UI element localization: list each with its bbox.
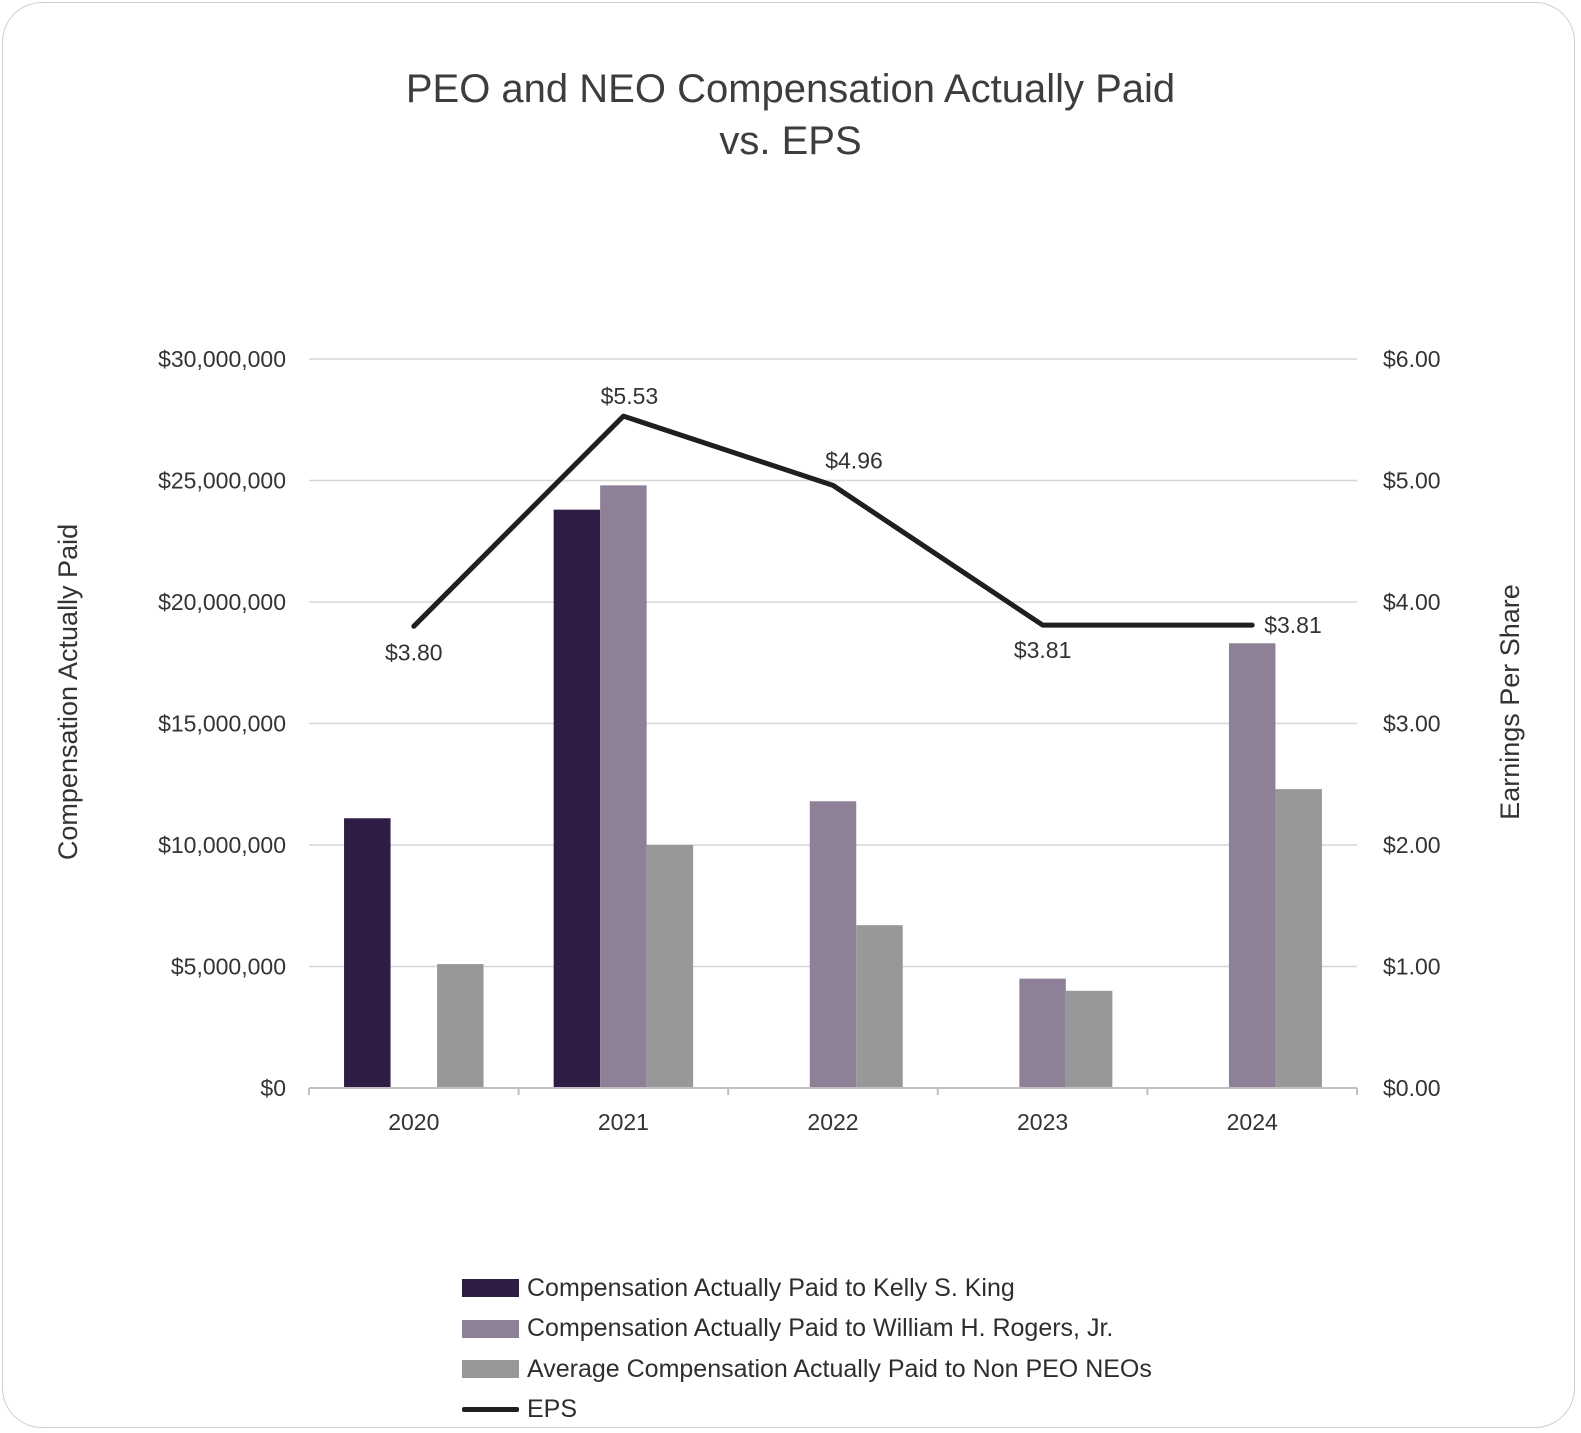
bars — [344, 485, 1322, 1088]
y-tick-label: $5,000,000 — [171, 954, 286, 980]
x-tick-label: 2020 — [388, 1109, 439, 1135]
legend-item-eps: EPS — [462, 1390, 1152, 1431]
y-tick-label: $30,000,000 — [158, 346, 286, 372]
y-tick-label: $25,000,000 — [158, 468, 286, 494]
eps-data-label: $3.80 — [385, 639, 443, 665]
legend-item-rogers: Compensation Actually Paid to William H.… — [462, 1309, 1152, 1350]
chart-plot: $0 $0.00 $5,000,000 $1.00 $10,000,000 $2.00 $1… — [53, 346, 1525, 1135]
y-tick-label: $20,000,000 — [158, 589, 286, 615]
legend-swatch-king — [462, 1279, 519, 1298]
y-tick-label: $15,000,000 — [158, 711, 286, 737]
y2-axis-title: Earnings Per Share — [1495, 584, 1525, 820]
y2-tick-label: $0.00 — [1383, 1075, 1441, 1101]
chart-title-line-1: PEO and NEO Compensation Actually Paid — [405, 67, 1176, 111]
bar — [646, 845, 694, 1088]
chart-title-line-2: vs. EPS — [719, 119, 862, 163]
legend-item-king: Compensation Actually Paid to Kelly S. K… — [462, 1268, 1152, 1309]
legend-label-neo: Average Compensation Actually Paid to No… — [527, 1354, 1152, 1383]
x-tick-label: 2024 — [1227, 1109, 1278, 1135]
legend-label-king: Compensation Actually Paid to Kelly S. K… — [527, 1273, 1015, 1302]
y2-tick-label: $4.00 — [1383, 589, 1441, 615]
bar — [856, 925, 903, 1088]
eps-line-layer — [411, 413, 1255, 629]
labels: $0 $0.00 $5,000,000 $1.00 $10,000,000 $2.00 $1… — [158, 346, 1440, 1135]
legend-swatch-eps — [462, 1407, 519, 1413]
y2-tick-label: $5.00 — [1383, 468, 1441, 494]
eps-data-label: $3.81 — [1264, 612, 1322, 638]
legend-label-rogers: Compensation Actually Paid to William H.… — [527, 1314, 1114, 1343]
y2-tick-label: $2.00 — [1383, 832, 1441, 858]
x-tick-label: 2022 — [807, 1109, 858, 1135]
bar — [553, 509, 601, 1088]
legend-item-neo: Average Compensation Actually Paid to No… — [462, 1349, 1152, 1390]
y-axis-title: Compensation Actually Paid — [53, 524, 83, 860]
eps-line — [411, 413, 1255, 629]
y2-tick-label: $1.00 — [1383, 954, 1441, 980]
y-tick-label: $10,000,000 — [158, 832, 286, 858]
axes — [308, 1087, 1358, 1095]
bar — [344, 818, 391, 1088]
y2-tick-label: $3.00 — [1383, 711, 1441, 737]
y2-tick-label: $6.00 — [1383, 346, 1441, 372]
y-tick-label: $0 — [260, 1075, 286, 1101]
legend-swatch-neo — [462, 1360, 519, 1379]
bar — [1019, 978, 1066, 1088]
bar — [1228, 643, 1276, 1088]
legend-label-eps: EPS — [527, 1395, 578, 1424]
x-tick-label: 2021 — [598, 1109, 649, 1135]
bar — [809, 801, 857, 1088]
x-tick-label: 2023 — [1017, 1109, 1068, 1135]
eps-data-label: $5.53 — [601, 383, 659, 409]
bar — [600, 485, 647, 1088]
bar — [1275, 789, 1322, 1088]
eps-data-label: $4.96 — [825, 447, 883, 473]
eps-data-label: $3.81 — [1014, 637, 1072, 663]
legend-swatch-rogers — [462, 1319, 519, 1338]
legend: Compensation Actually Paid to Kelly S. K… — [462, 1268, 1152, 1430]
bar — [437, 964, 484, 1088]
bar — [1065, 990, 1113, 1088]
